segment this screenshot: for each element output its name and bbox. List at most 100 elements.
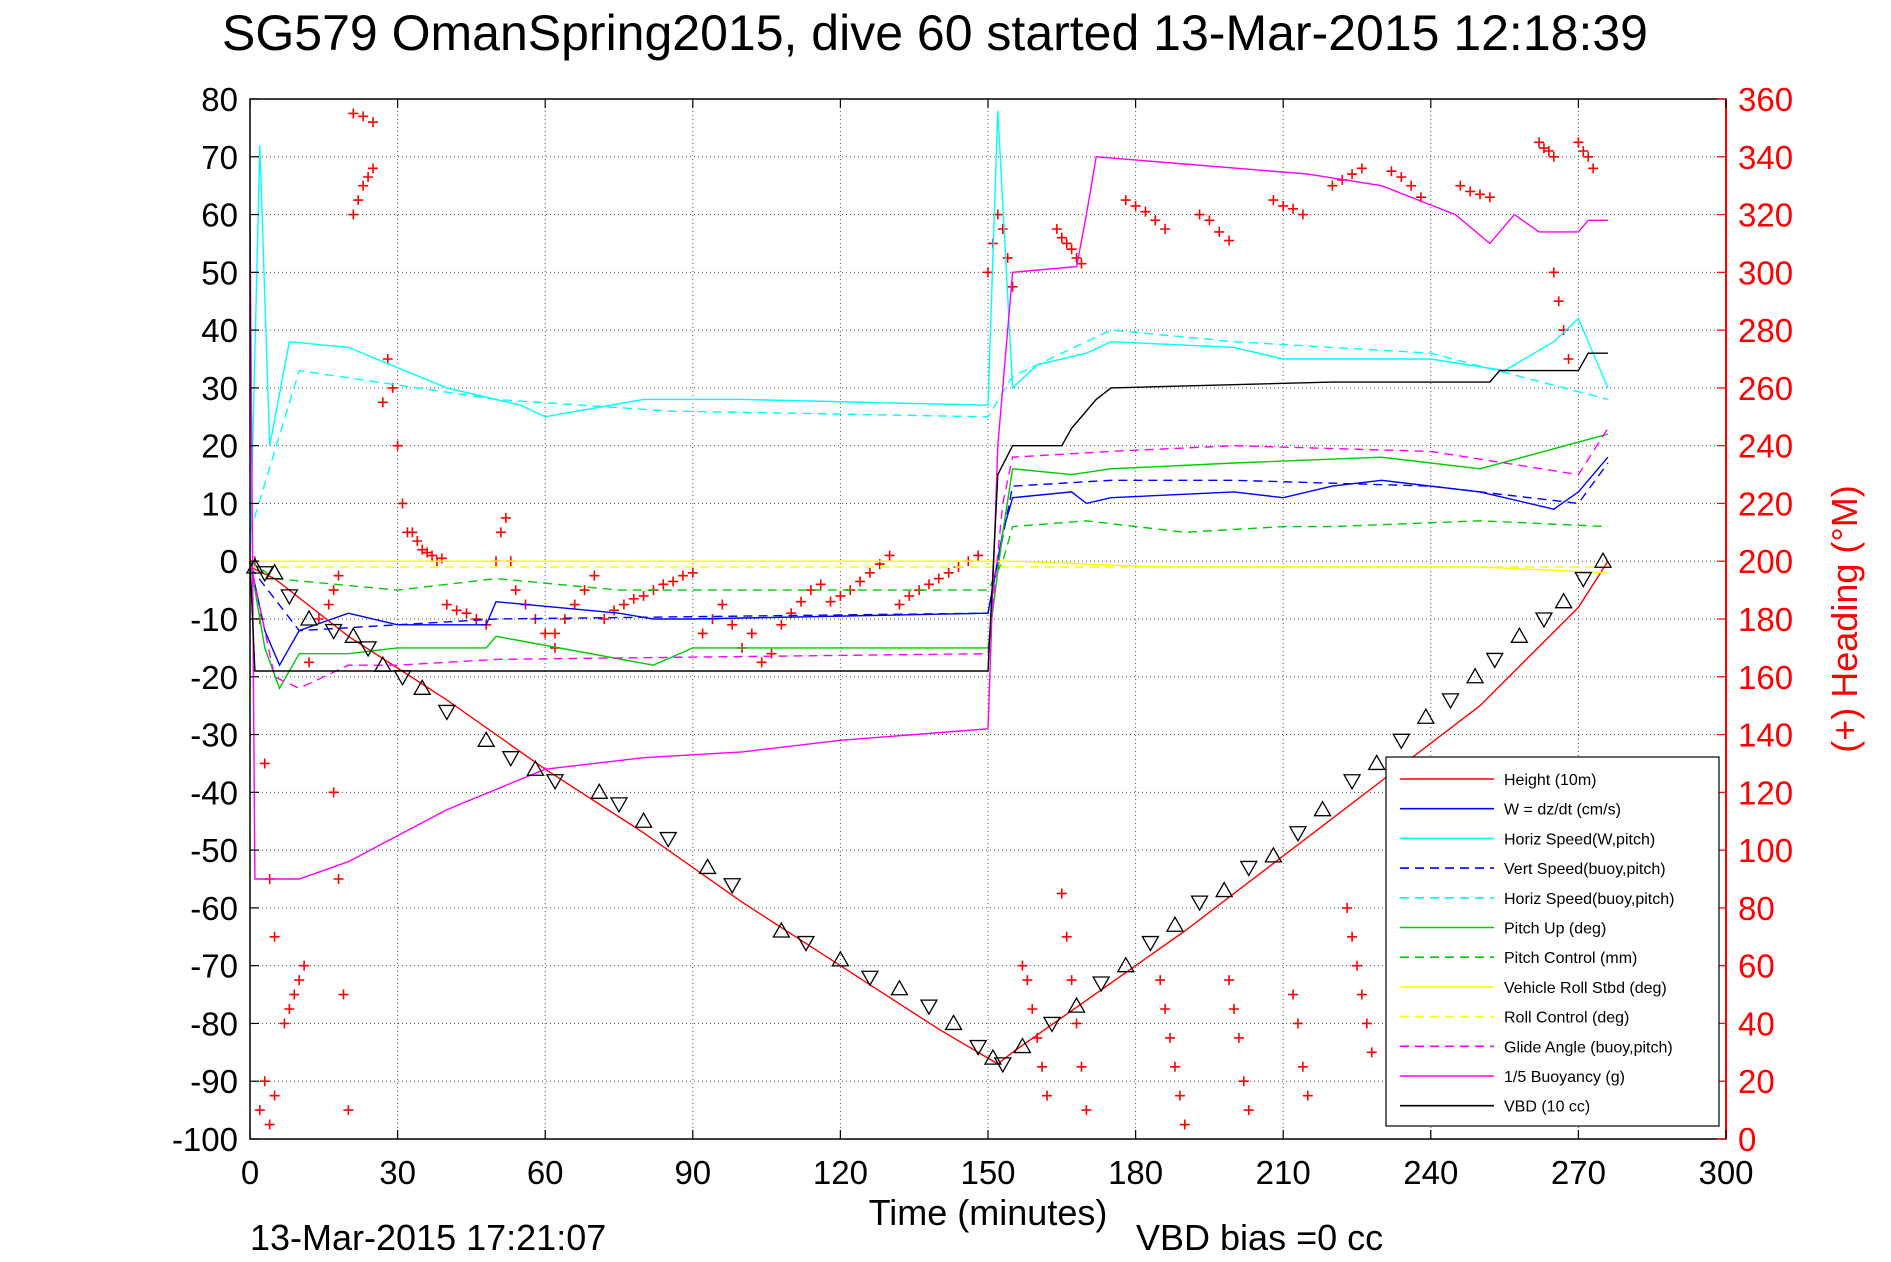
y2-tick-label: 280 bbox=[1738, 312, 1793, 349]
depth-triangle bbox=[1313, 800, 1332, 817]
heading-marker bbox=[1406, 180, 1417, 191]
depth-triangle bbox=[1116, 956, 1135, 973]
heading-marker bbox=[756, 657, 767, 668]
y2-tick-label: 340 bbox=[1738, 139, 1793, 176]
heading-marker bbox=[294, 975, 305, 986]
depth-triangle bbox=[545, 774, 565, 791]
depth-triangle bbox=[993, 1057, 1012, 1074]
y-tick-label: 50 bbox=[201, 254, 238, 291]
heading-marker bbox=[589, 570, 600, 581]
x-tick-label: 180 bbox=[1108, 1154, 1163, 1191]
depth-triangle bbox=[590, 783, 609, 799]
heading-marker bbox=[1081, 1105, 1092, 1116]
heading-marker bbox=[894, 599, 905, 610]
heading-marker bbox=[1002, 252, 1013, 263]
heading-marker bbox=[1224, 235, 1235, 246]
heading-marker bbox=[368, 163, 378, 174]
heading-marker bbox=[510, 585, 521, 596]
heading-marker bbox=[1553, 296, 1564, 307]
heading-marker bbox=[1160, 224, 1171, 234]
depth-triangle bbox=[969, 1039, 988, 1056]
heading-marker bbox=[1160, 1004, 1171, 1014]
depth-triangle bbox=[324, 623, 343, 640]
heading-marker bbox=[1169, 1061, 1180, 1072]
y2-axis-ticks: 3603403203002802602402202001801601401201… bbox=[1717, 81, 1793, 1158]
heading-marker bbox=[717, 599, 728, 610]
depth-triangle bbox=[1367, 754, 1386, 771]
depth-triangle bbox=[1092, 976, 1111, 993]
x-tick-label: 60 bbox=[527, 1154, 564, 1191]
legend-label: Vert Speed(buoy,pitch) bbox=[1504, 861, 1666, 878]
heading-marker bbox=[1204, 215, 1215, 226]
heading-marker bbox=[997, 224, 1008, 234]
depth-triangles bbox=[245, 551, 1613, 1074]
heading-marker bbox=[1224, 975, 1235, 986]
heading-marker bbox=[1588, 163, 1599, 174]
heading-marker bbox=[299, 960, 310, 971]
heading-marker bbox=[815, 579, 826, 590]
y-tick-label: 40 bbox=[201, 312, 238, 349]
heading-marker bbox=[289, 989, 300, 1000]
depth-triangle bbox=[890, 979, 909, 996]
y2-tick-label: 80 bbox=[1738, 890, 1775, 927]
depth-triangle bbox=[1593, 551, 1613, 568]
heading-marker bbox=[1061, 931, 1072, 942]
heading-marker bbox=[1037, 1061, 1048, 1072]
heading-marker bbox=[313, 614, 324, 624]
heading-marker bbox=[1396, 172, 1407, 182]
heading-marker bbox=[697, 628, 708, 639]
heading-marker bbox=[599, 614, 610, 624]
heading-marker bbox=[264, 1119, 275, 1130]
heading-marker bbox=[397, 498, 408, 509]
y2-tick-label: 180 bbox=[1738, 601, 1793, 638]
heading-marker bbox=[569, 599, 580, 610]
depth-triangle bbox=[796, 935, 816, 952]
legend-label: Height (10m) bbox=[1504, 772, 1596, 789]
depth-triangle bbox=[373, 655, 392, 672]
heading-marker bbox=[353, 195, 364, 206]
heading-marker bbox=[1243, 1105, 1254, 1116]
y2-tick-label: 200 bbox=[1738, 543, 1793, 580]
heading-marker bbox=[618, 599, 629, 610]
heading-marker bbox=[1061, 238, 1072, 249]
heading-marker bbox=[284, 1004, 295, 1014]
x-tick-label: 120 bbox=[813, 1154, 868, 1191]
heading-marker bbox=[1543, 146, 1554, 156]
heading-marker bbox=[1179, 1119, 1190, 1130]
heading-marker bbox=[1327, 180, 1338, 191]
heading-marker bbox=[855, 576, 866, 587]
heading-marker bbox=[559, 614, 570, 624]
heading-marker bbox=[1302, 1090, 1313, 1101]
x-tick-label: 270 bbox=[1551, 1154, 1606, 1191]
heading-marker bbox=[461, 608, 472, 619]
heading-marker bbox=[1155, 975, 1166, 986]
heading-marker bbox=[1233, 1032, 1244, 1043]
y-axis-ticks: 80 70 60 50 40 30 20 10 0 -10 -20 -30 -40 -50 -60 -70 -8… bbox=[172, 81, 259, 1158]
heading-marker bbox=[1292, 1018, 1303, 1029]
legend-label: Horiz Speed(buoy,pitch) bbox=[1504, 891, 1674, 908]
heading-marker bbox=[427, 550, 438, 561]
y2-tick-label: 300 bbox=[1738, 254, 1793, 291]
y-tick-label: -90 bbox=[190, 1063, 238, 1100]
heading-marker bbox=[943, 567, 954, 578]
depth-triangle bbox=[1067, 996, 1086, 1013]
heading-marker bbox=[333, 570, 344, 581]
heading-marker bbox=[254, 1105, 265, 1116]
legend-label: Vehicle Roll Stbd (deg) bbox=[1504, 980, 1667, 997]
heading-marker bbox=[766, 648, 777, 659]
heading-marker bbox=[1120, 195, 1131, 206]
heading-marker bbox=[609, 605, 620, 616]
heading-marker bbox=[1076, 1061, 1087, 1072]
heading-marker bbox=[363, 172, 374, 182]
heading-marker bbox=[1150, 215, 1161, 226]
x-tick-label: 300 bbox=[1698, 1154, 1753, 1191]
y-tick-label: -60 bbox=[190, 890, 238, 927]
y-tick-label: -100 bbox=[172, 1121, 238, 1158]
series-line-1-5-buoyancy-g bbox=[249, 156, 1608, 880]
depth-triangle bbox=[1342, 774, 1362, 791]
legend-label: 1/5 Buoyancy (g) bbox=[1504, 1069, 1625, 1086]
y-tick-label: -80 bbox=[190, 1005, 238, 1042]
heading-marker bbox=[923, 579, 934, 590]
series-line-pitch-control-mm bbox=[249, 520, 1608, 591]
